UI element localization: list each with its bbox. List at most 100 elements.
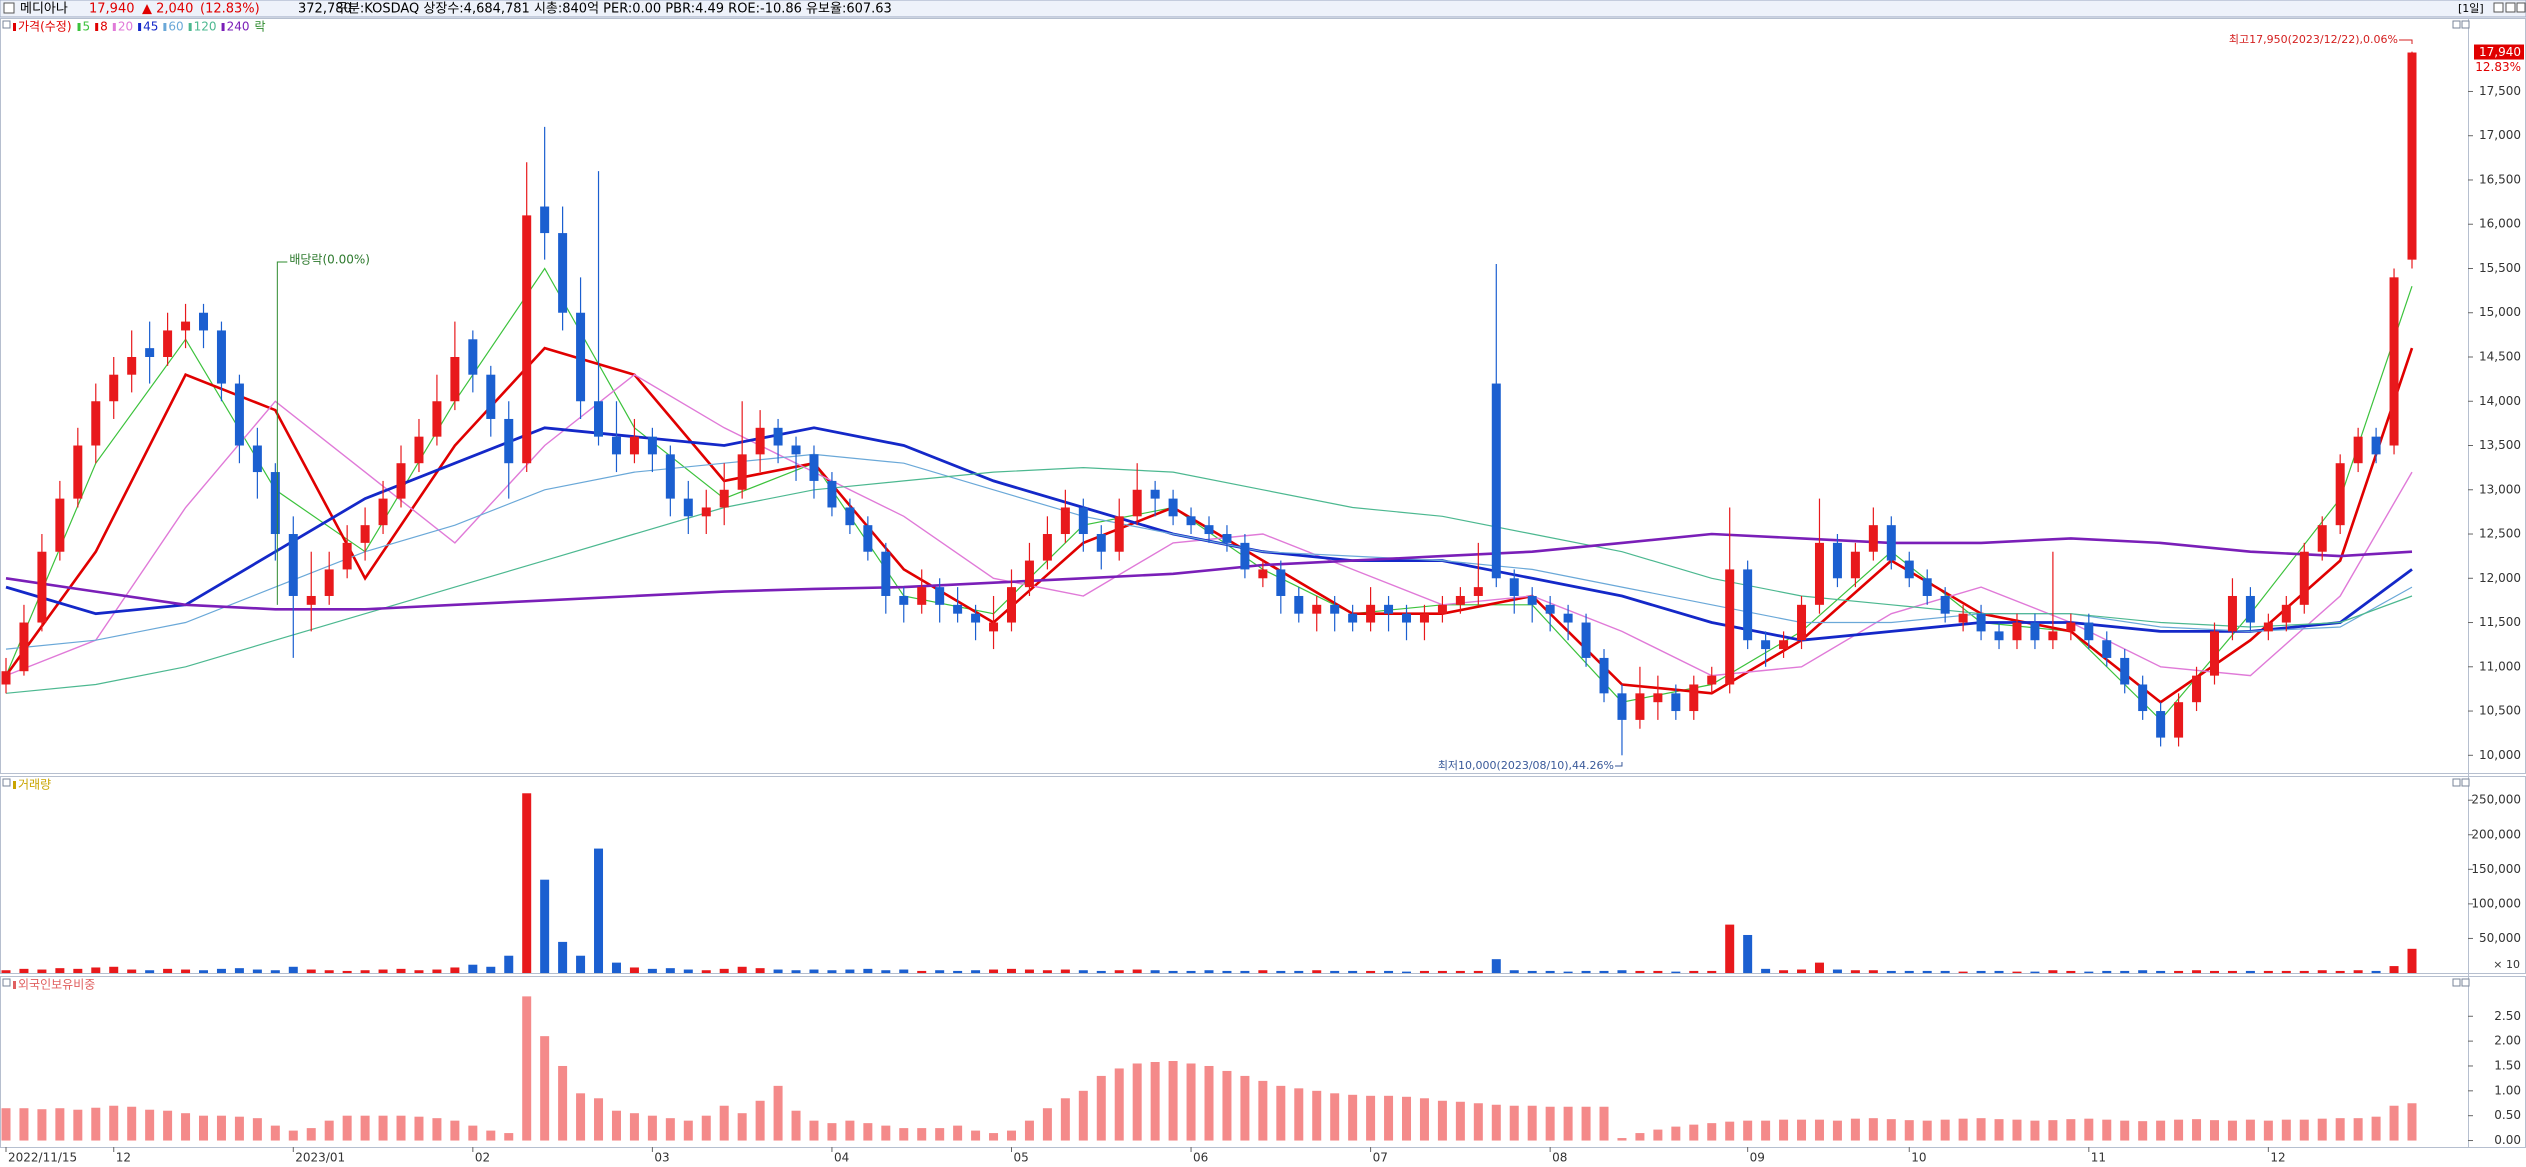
bar [1186, 970, 1196, 973]
bar [2389, 966, 2399, 973]
bar [2407, 1103, 2417, 1141]
bar [1096, 970, 1106, 973]
legend-label: 락 [254, 20, 265, 34]
price-panel-icon[interactable] [2, 20, 11, 29]
bar [1294, 1088, 1304, 1141]
bar [145, 1109, 155, 1141]
foreign-panel-close[interactable] [2461, 978, 2470, 987]
bar [1060, 1098, 1070, 1141]
header-checkbox[interactable] [3, 2, 15, 14]
bar [1599, 1106, 1609, 1141]
candle-body [163, 330, 173, 357]
ma-line [5, 267, 2413, 721]
bar [1, 970, 11, 973]
candle-body [629, 436, 639, 455]
bar [2299, 1119, 2309, 1141]
legend-swatch [95, 23, 99, 31]
bar [1689, 970, 1699, 973]
candle-body [953, 604, 963, 614]
candle-body [2156, 711, 2166, 738]
candle-body [1671, 693, 1681, 712]
bar [396, 968, 406, 973]
candle-body [594, 401, 604, 437]
bar [1635, 970, 1645, 973]
candle-body [19, 622, 29, 672]
price-panel-max[interactable] [2452, 20, 2461, 29]
candle-body [2335, 463, 2345, 526]
volume-panel-icon[interactable] [2, 778, 11, 787]
price-panel-close[interactable] [2461, 20, 2470, 29]
bar [1527, 1105, 1537, 1141]
candle-body [1258, 569, 1268, 579]
bar [2102, 1119, 2112, 1141]
bar [1689, 1124, 1699, 1141]
candle-body [1240, 542, 1250, 570]
bar [324, 1120, 334, 1141]
bar [1222, 970, 1232, 973]
bar [1725, 924, 1735, 973]
y-tick-label: 10,500 [2479, 704, 2521, 718]
bar [2156, 1120, 2166, 1141]
candle-body [863, 525, 873, 552]
candle-body [1958, 613, 1968, 623]
bar [1779, 1119, 1789, 1141]
x-tick-label: 09 [1750, 1151, 1765, 1165]
bar [504, 955, 514, 973]
candle-body [773, 427, 783, 446]
legend-swatch [221, 23, 225, 31]
low-arrow [1614, 762, 1623, 767]
period-selector[interactable]: [1일] [2458, 1, 2484, 15]
y-tick-label: 14,000 [2479, 394, 2521, 408]
bar [306, 969, 316, 973]
bar [2156, 970, 2166, 973]
candle-body [719, 489, 729, 508]
candle-body [1186, 516, 1196, 526]
y-tick-label: 16,500 [2479, 172, 2521, 186]
bar [1868, 1118, 1878, 1141]
volume-panel-max[interactable] [2452, 778, 2461, 787]
ma-line [5, 532, 2413, 611]
bar [1168, 1061, 1178, 1141]
minimize-button[interactable] [2493, 2, 2504, 13]
maximize-button[interactable] [2505, 2, 2516, 13]
bar [611, 1110, 621, 1141]
volume-panel-close[interactable] [2461, 778, 2470, 787]
bar [827, 970, 837, 973]
bar [1384, 1095, 1394, 1141]
candle-body [1635, 693, 1645, 720]
y-tick-label: 200,000 [2471, 827, 2521, 841]
bar [2120, 970, 2130, 973]
bar [1473, 970, 1483, 973]
candle-body [881, 551, 891, 596]
candle-body [2389, 277, 2399, 446]
candle-body [1886, 525, 1896, 561]
bar [881, 970, 891, 973]
bar [1581, 1106, 1591, 1141]
foreign-panel-icon[interactable] [2, 978, 11, 987]
bar [1024, 1120, 1034, 1141]
bar [1617, 970, 1627, 973]
bar [558, 941, 568, 973]
bar [1491, 1104, 1501, 1141]
bar [1743, 934, 1753, 973]
bar [1725, 1121, 1735, 1141]
price-legend-label: 가격(수정) [18, 20, 72, 34]
bar [1078, 970, 1088, 973]
close-button[interactable] [2516, 2, 2526, 13]
candle-body [1904, 560, 1914, 579]
bars [1, 996, 2417, 1141]
bar [306, 1128, 316, 1141]
candle-body [37, 551, 47, 623]
bar [2209, 1120, 2219, 1141]
bar [594, 1098, 604, 1141]
foreign-panel-max[interactable] [2452, 978, 2461, 987]
bar [1204, 1065, 1214, 1141]
candle-body [540, 206, 550, 234]
bar [558, 1065, 568, 1141]
bar [845, 1120, 855, 1141]
bar [611, 962, 621, 973]
bar [935, 970, 945, 973]
bar [360, 1115, 370, 1141]
candle-body [2174, 702, 2184, 738]
bar [199, 970, 209, 973]
